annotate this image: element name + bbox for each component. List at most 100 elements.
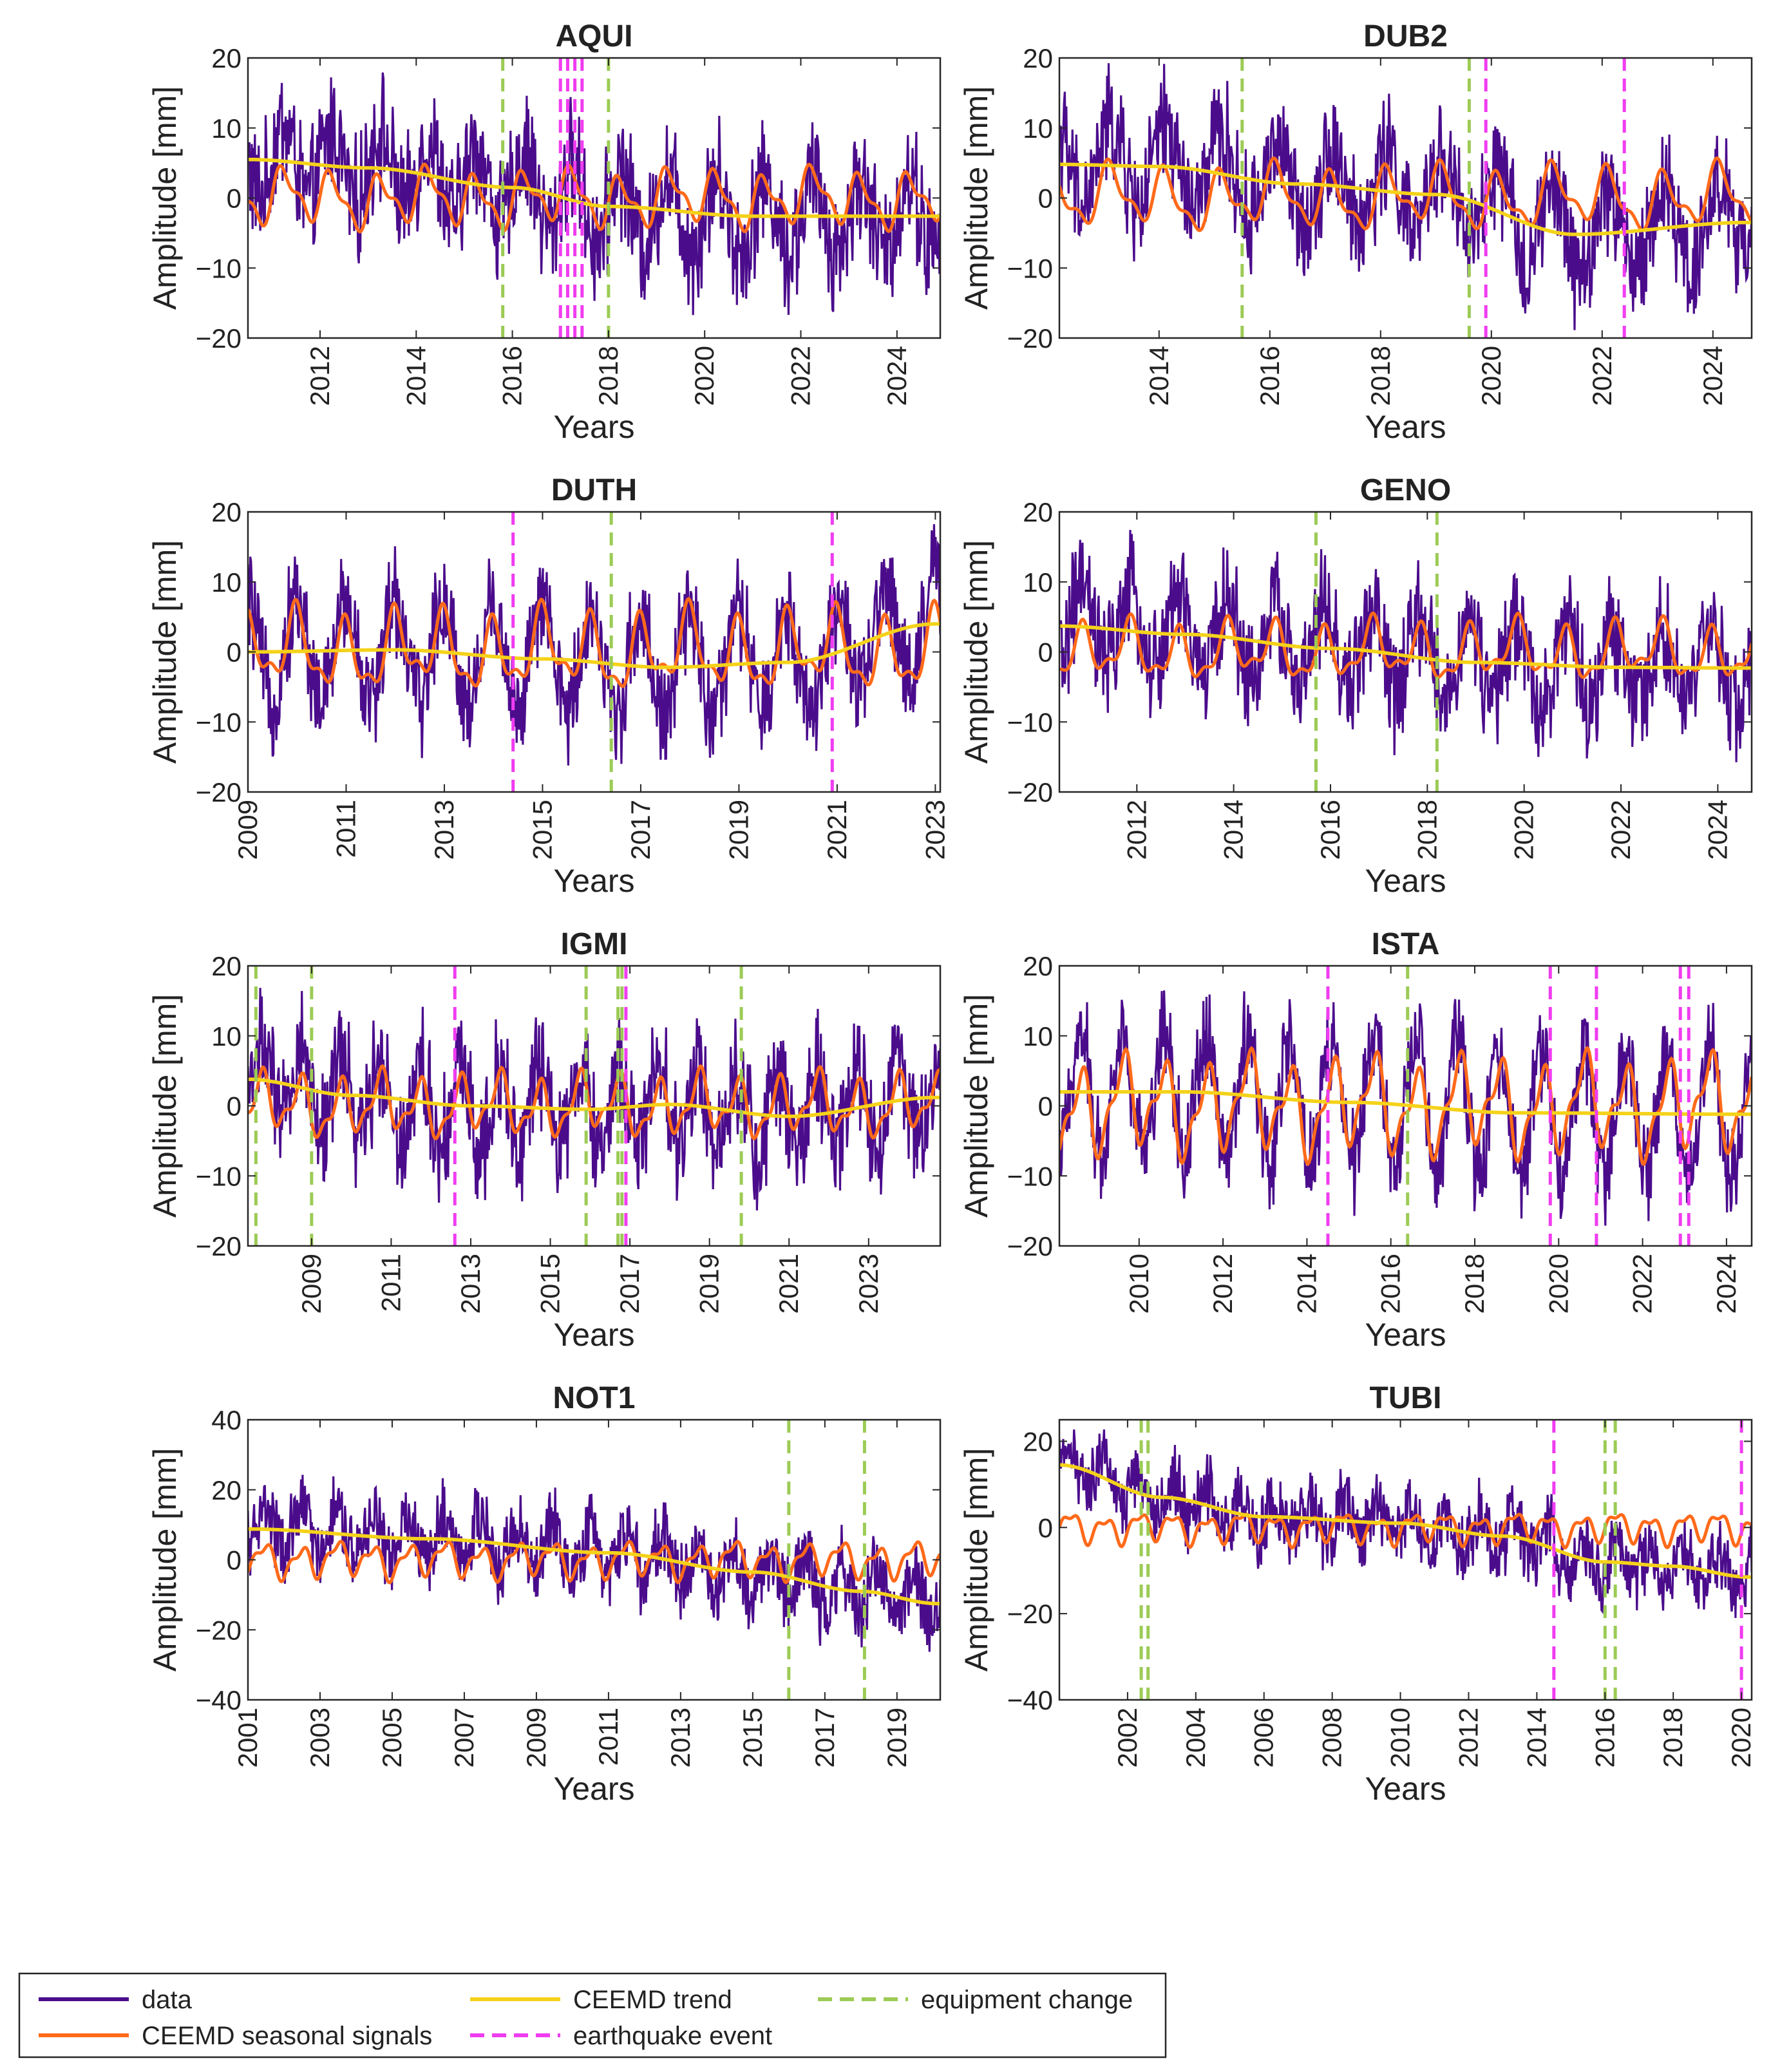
x-tick-label: 2016 [1589,1708,1620,1767]
plot-content [1059,58,1752,338]
y-tick-label: −20 [1007,777,1053,807]
legend-label-equipment: equipment change [921,1986,1133,2014]
y-axis-label: Amplitude [mm] [147,540,183,764]
panel-title: GENO [1360,473,1451,507]
x-tick-label: 2016 [1255,346,1285,406]
seasonal-series [1059,156,1752,232]
x-tick-label: 2012 [1121,800,1151,860]
x-tick-label: 2023 [853,1254,884,1314]
data-series [248,72,940,316]
x-tick-label: 2005 [377,1708,407,1767]
x-tick-label: 2024 [1702,800,1732,860]
x-tick-label: 2017 [614,1254,645,1314]
x-tick-label: 2011 [330,800,361,858]
y-tick-label: −20 [1007,1599,1053,1629]
legend: data CEEMD seasonal signals CEEMD trend ear… [18,1972,1167,2058]
y-axis-label: Amplitude [mm] [147,1448,183,1672]
y-tick-label: 10 [211,113,242,144]
legend-frame [18,1972,1167,2058]
panel-aqui: 20 10 0 −10 −20 2012 2014 2016 2018 2020 2022 2024 A… [147,19,942,445]
x-tick-label: 2004 [1180,1708,1211,1767]
plot-content [248,966,940,1246]
y-tick-label: −20 [1007,323,1053,353]
x-tick-label: 2019 [694,1254,724,1314]
y-tick-label: 20 [211,1475,242,1505]
x-tick-label: 2007 [449,1708,479,1767]
x-tick-label: 2013 [429,800,459,860]
panel-geno: 20 10 0 −10 −20 2012 2014 2016 2018 2020 2022 2024 G… [958,473,1753,899]
x-tick-label: 2012 [1453,1708,1483,1767]
x-tick-label: 2016 [1315,800,1345,860]
x-tick-label: 2014 [1291,1254,1321,1314]
x-tick-label: 2018 [593,346,623,406]
plot-area [248,1420,940,1700]
x-axis-label: Years [1365,1317,1446,1353]
x-tick-label: 2018 [1412,800,1442,860]
trend-series [1059,624,1752,670]
x-axis-label: Years [553,863,634,899]
x-tick-label: 2017 [810,1708,840,1767]
y-tick-label: −20 [196,1615,242,1645]
plot-area [1059,512,1752,792]
trend-series [1059,1463,1752,1579]
y-tick-label: 20 [1023,951,1053,981]
x-axis-label: Years [553,1771,634,1807]
panel-igmi: 20 10 0 −10 −20 2009 2011 2013 2015 2017 2019 2021 2… [147,927,942,1353]
x-tick-label: 2018 [1658,1708,1688,1767]
x-tick-label: 2008 [1317,1708,1347,1767]
plot-content [248,58,940,338]
seasonal-series [248,162,940,234]
y-tick-label: 0 [1038,637,1053,668]
y-tick-label: −20 [1007,1231,1053,1261]
data-series [248,1474,940,1652]
trend-series [1059,1090,1752,1116]
x-axis-label: Years [1365,863,1446,899]
panel-title: DUTH [551,473,637,507]
y-tick-label: 10 [211,567,242,598]
data-series [1059,529,1752,762]
panel-title: IGMI [561,927,628,961]
trend-series [1059,162,1752,236]
y-tick-label: 20 [211,497,242,527]
y-tick-label: 0 [227,184,242,214]
x-tick-label: 2009 [296,1254,327,1314]
y-tick-label: 0 [1038,1091,1053,1122]
panel-title: NOT1 [553,1381,635,1415]
x-axis-label: Years [553,409,634,445]
x-tick-label: 2021 [822,800,852,860]
x-tick-label: 2024 [882,346,912,406]
x-tick-label: 2013 [665,1708,696,1767]
y-tick-label: −10 [1007,253,1053,283]
x-tick-label: 2022 [1627,1254,1658,1314]
y-axis-label: Amplitude [mm] [958,86,994,310]
y-tick-label: −20 [196,323,242,353]
x-tick-label: 2017 [625,800,656,860]
y-axis-label: Amplitude [mm] [958,540,994,764]
y-tick-label: −10 [1007,707,1053,737]
x-tick-label: 2020 [1543,1254,1573,1314]
x-tick-label: 2022 [1587,346,1617,406]
legend-label-data: data [142,1986,193,2014]
y-tick-label: 20 [1023,43,1053,73]
y-tick-label: 40 [211,1405,242,1435]
x-tick-label: 2002 [1112,1708,1142,1767]
x-tick-label: 2020 [689,346,719,406]
x-axis-label: Years [553,1317,634,1353]
axes-frame [1058,1418,1753,1701]
y-tick-label: −20 [196,1231,242,1261]
data-series [1059,1429,1752,1618]
plot-content [1059,966,1752,1246]
y-tick-label: 20 [211,951,242,981]
x-tick-label: 2020 [1726,1708,1756,1767]
y-tick-label: 10 [1023,113,1053,144]
x-tick-label: 2018 [1459,1254,1490,1314]
x-tick-label: 2014 [1144,346,1174,406]
panel-title: ISTA [1372,927,1440,961]
y-tick-label: 0 [227,1091,242,1122]
plot-content [1059,512,1752,792]
y-tick-label: 20 [211,43,242,73]
